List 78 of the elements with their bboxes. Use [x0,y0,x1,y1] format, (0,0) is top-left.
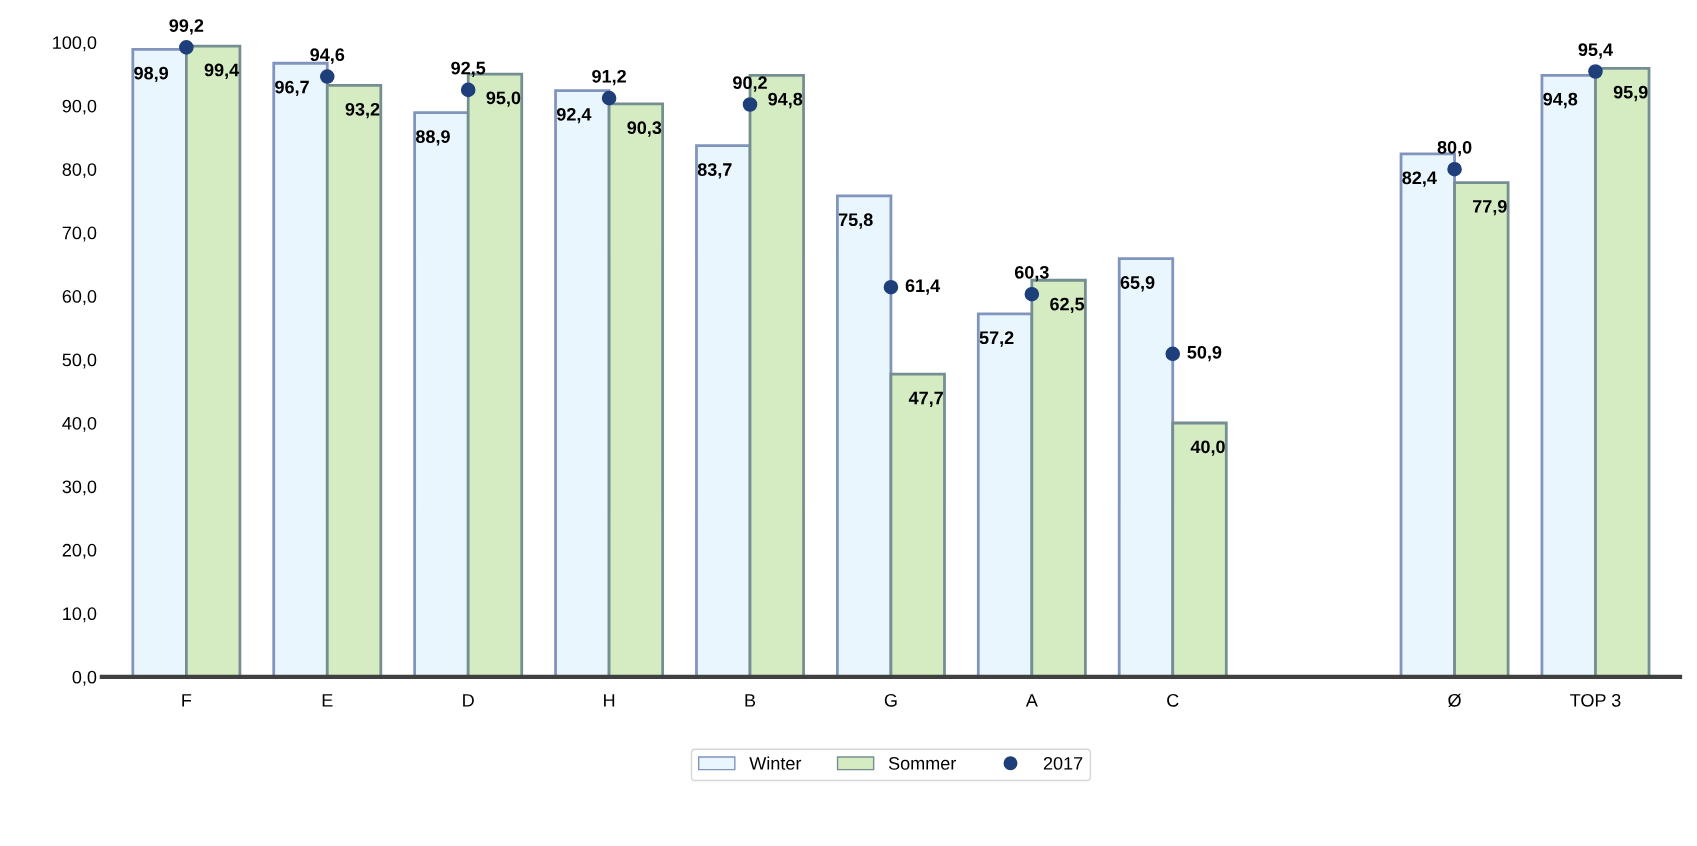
data-label: 90,2 [733,76,767,92]
y-tick-label: 30,0 [62,480,97,496]
data-label: 94,8 [768,92,803,109]
data-label: 94,8 [1543,92,1578,109]
data-label: 95,4 [1578,43,1613,59]
y-tick-label: 60,0 [62,290,97,305]
legend-label: Winter [749,756,802,770]
x-tick-label: Ø [1448,693,1461,708]
data-label: 40,0 [1190,440,1225,456]
data-label: 91,2 [592,69,626,86]
data-label: 94,6 [310,48,345,64]
data-label: 75,8 [838,213,873,229]
data-label: 95,0 [486,91,521,107]
legend-label: Sommer [888,756,957,770]
bar [325,84,383,677]
x-tick-label: B [745,694,756,707]
bar [1171,421,1228,677]
x-tick-label: H [604,694,615,707]
y-tick-label: 40,0 [62,416,97,432]
bar [1540,73,1597,677]
y-tick-label: 90,0 [62,99,97,115]
data-label: 98,9 [134,66,169,83]
data-label: 99,4 [204,63,240,79]
bar [554,89,611,677]
point [601,90,617,106]
y-tick-label: 70,0 [62,226,97,242]
point [460,82,476,98]
data-label: 99,2 [169,19,204,35]
y-tick-label: 10,0 [63,607,97,623]
data-label: 95,9 [1613,85,1648,102]
y-tick-label: 50,0 [62,353,97,369]
y-tick-label: 20,0 [62,543,97,559]
x-tick-label: C [1167,693,1179,707]
point [179,40,194,55]
point [1447,161,1462,177]
data-label: 57,2 [979,331,1014,347]
bar [1453,181,1510,677]
y-tick-label: 100,0 [53,36,97,52]
bar [695,144,752,677]
data-label: 60,3 [1014,265,1049,282]
data-label: 65,9 [1120,276,1155,292]
data-label: 61,4 [905,279,941,295]
bar [1117,257,1175,677]
data-label: 88,9 [415,130,450,146]
y-tick-label: 80,0 [62,163,97,179]
data-label: 80,0 [1437,140,1472,157]
data-label: 47,7 [908,391,943,407]
data-label: 82,4 [1402,171,1437,187]
x-tick-label: D [463,694,474,707]
data-label: 90,3 [627,121,662,137]
point [1588,64,1603,79]
x-tick-label: G [884,693,897,707]
point [742,97,758,112]
legend-label: 2017 [1043,756,1083,770]
data-label: 92,5 [451,61,486,78]
point [1024,286,1040,302]
data-label: 83,7 [697,163,732,179]
bar [835,194,893,677]
point [1165,346,1181,362]
data-label: 77,9 [1473,199,1507,216]
bar [413,111,470,677]
x-tick-label: A [1025,694,1038,707]
bar [131,47,188,677]
data-label: 50,9 [1187,345,1222,362]
x-tick-label: E [322,694,333,707]
bar [1594,66,1651,677]
bar [184,44,242,677]
bar [889,372,946,677]
y-tick-label: 0,0 [72,670,97,686]
bar [607,102,665,677]
point [319,69,335,84]
x-tick-label: F [182,694,192,707]
data-label: 62,5 [1050,297,1085,314]
x-tick-label: TOP 3 [1570,693,1621,707]
data-label: 96,7 [275,80,309,97]
data-label: 93,2 [345,102,380,119]
data-label: 92,4 [556,107,592,124]
point [883,279,899,295]
